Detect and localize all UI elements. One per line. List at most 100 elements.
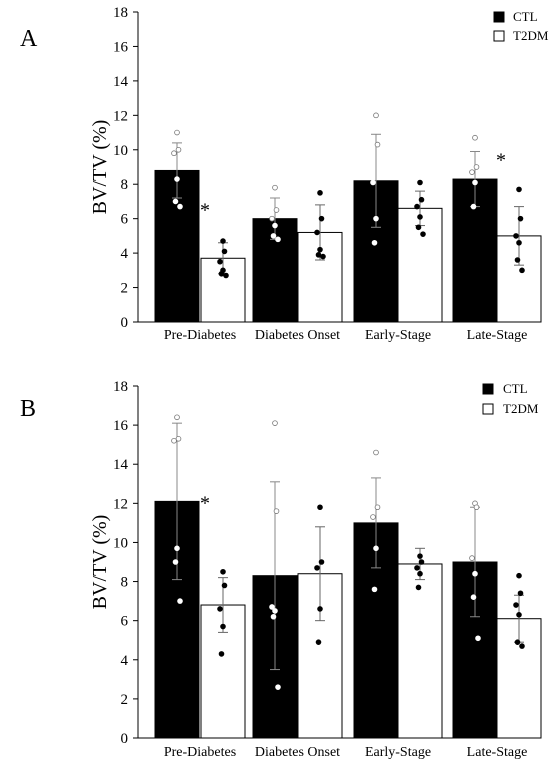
- data-point: [470, 203, 477, 210]
- data-point: [272, 184, 278, 191]
- data-point: [516, 611, 522, 618]
- y-tick-label: 18: [113, 379, 128, 395]
- legend-label: T2DM: [503, 401, 539, 416]
- data-point: [317, 190, 323, 196]
- data-point: [370, 514, 376, 520]
- y-axis-label: BV/TV (%): [89, 120, 111, 215]
- data-point: [420, 231, 426, 237]
- y-tick-label: 0: [121, 315, 129, 331]
- significance-marker: *: [200, 200, 210, 222]
- data-point: [221, 248, 228, 255]
- data-point: [177, 203, 183, 210]
- data-point: [273, 508, 280, 514]
- legend-swatch: [482, 383, 494, 395]
- legend-swatch: [493, 11, 505, 23]
- data-point: [175, 435, 182, 442]
- y-tick-label: 6: [121, 212, 129, 228]
- data-point: [174, 176, 180, 182]
- data-point: [272, 222, 278, 229]
- data-point: [374, 504, 381, 511]
- data-point: [514, 257, 521, 263]
- significance-marker: *: [496, 150, 506, 172]
- data-point: [519, 643, 525, 649]
- data-point: [171, 150, 177, 157]
- data-point: [272, 420, 278, 426]
- data-point: [318, 559, 325, 565]
- data-point: [415, 224, 422, 231]
- data-point: [373, 215, 379, 222]
- data-point: [220, 238, 226, 244]
- data-point: [217, 258, 223, 265]
- data-point: [223, 272, 229, 279]
- data-point: [275, 236, 281, 243]
- data-point: [519, 267, 525, 274]
- y-tick-label: 16: [113, 418, 129, 434]
- data-point: [220, 623, 226, 630]
- data-point: [513, 233, 519, 239]
- data-point: [373, 545, 379, 552]
- data-point: [475, 635, 481, 642]
- data-point: [172, 559, 179, 565]
- data-point: [371, 586, 378, 593]
- data-point: [516, 572, 522, 579]
- y-tick-label: 8: [121, 177, 129, 193]
- y-tick-label: 14: [113, 457, 129, 473]
- data-point: [472, 134, 478, 141]
- data-point: [174, 129, 180, 136]
- data-point: [269, 604, 275, 610]
- data-point: [320, 253, 326, 260]
- data-point: [414, 565, 420, 571]
- data-point: [417, 179, 423, 186]
- data-point: [417, 214, 423, 220]
- data-point: [273, 207, 280, 213]
- panel-label: A: [20, 26, 38, 52]
- data-point: [472, 179, 478, 186]
- data-point: [516, 239, 522, 246]
- y-tick-label: 0: [121, 731, 129, 747]
- x-tick-label: Late-Stage: [467, 745, 528, 760]
- data-point: [469, 555, 475, 561]
- x-tick-label: Early-Stage: [365, 745, 431, 760]
- data-point: [371, 239, 378, 246]
- y-tick-label: 2: [121, 692, 129, 708]
- legend-label: T2DM: [513, 28, 549, 43]
- data-point: [472, 570, 478, 577]
- data-point: [373, 449, 379, 456]
- data-point: [517, 215, 524, 222]
- x-tick-label: Diabetes Onset: [255, 745, 340, 760]
- legend-swatch: [482, 403, 494, 415]
- y-tick-label: 4: [121, 246, 129, 262]
- y-tick-label: 18: [113, 5, 128, 21]
- legend-label: CTL: [503, 381, 528, 396]
- data-point: [317, 606, 323, 612]
- data-point: [314, 229, 320, 236]
- data-point: [317, 504, 323, 511]
- x-tick-label: Pre-Diabetes: [164, 745, 236, 760]
- data-point: [174, 545, 180, 552]
- data-point: [270, 233, 277, 239]
- data-point: [175, 146, 182, 153]
- y-tick-label: 2: [121, 281, 129, 297]
- y-tick-label: 12: [113, 496, 128, 512]
- x-tick-label: Late-Stage: [467, 328, 528, 343]
- data-point: [174, 414, 180, 421]
- y-tick-label: 8: [121, 575, 129, 591]
- bar: [397, 563, 443, 739]
- data-point: [318, 215, 325, 222]
- x-tick-label: Pre-Diabetes: [164, 328, 236, 343]
- data-point: [370, 179, 376, 186]
- data-point: [218, 651, 225, 657]
- y-tick-label: 6: [121, 614, 129, 630]
- data-point: [414, 203, 420, 210]
- panel-label: B: [20, 396, 36, 422]
- data-point: [418, 559, 425, 565]
- data-point: [374, 141, 381, 148]
- y-axis-label: BV/TV (%): [89, 515, 111, 610]
- legend-label: CTL: [513, 9, 538, 24]
- data-point: [470, 594, 477, 600]
- data-point: [172, 198, 179, 205]
- data-point: [469, 169, 475, 175]
- y-tick-label: 4: [121, 653, 129, 669]
- data-point: [418, 196, 425, 203]
